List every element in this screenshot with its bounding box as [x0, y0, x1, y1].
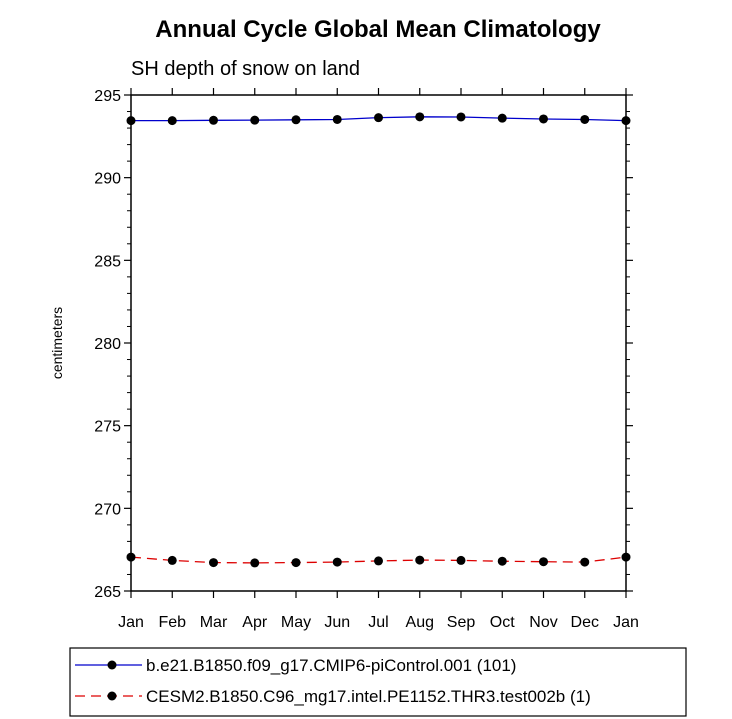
x-tick-label: Jan — [118, 614, 144, 631]
legend-marker-2 — [107, 691, 117, 701]
y-tick-label: 270 — [94, 501, 121, 518]
data-point-series-2 — [456, 555, 466, 565]
data-point-series-1 — [497, 113, 507, 123]
data-point-series-2 — [126, 552, 136, 562]
x-tick-label: Mar — [200, 614, 228, 631]
x-tick-label: Nov — [529, 614, 557, 631]
legend-label-2: CESM2.B1850.C96_mg17.intel.PE1152.THR3.t… — [146, 687, 591, 706]
data-point-series-1 — [374, 113, 383, 123]
data-point-series-2 — [332, 557, 342, 567]
data-point-series-2 — [167, 555, 177, 565]
plot-area: 265 270 275 280 285 290 295 Jan Feb Mar Apr May Jun J… — [94, 88, 639, 631]
chart-title: Annual Cycle Global Mean Climatology — [155, 16, 601, 43]
x-tick-label: Aug — [406, 614, 434, 631]
legend-label-1: b.e21.B1850.f09_g17.CMIP6-piControl.001 … — [146, 656, 516, 675]
legend: b.e21.B1850.f09_g17.CMIP6-piControl.001 … — [69, 647, 687, 717]
plot-frame — [130, 94, 627, 592]
y-tick-label: 295 — [94, 88, 121, 105]
x-tick-label: May — [281, 614, 311, 631]
y-tick-label: 290 — [94, 171, 121, 188]
data-point-series-2 — [621, 552, 631, 562]
data-point-series-1 — [332, 114, 342, 124]
data-point-series-1 — [580, 114, 590, 124]
x-tick-label: Apr — [242, 614, 268, 631]
y-tick-label: 280 — [94, 336, 121, 353]
x-tick-label: Dec — [571, 614, 599, 631]
data-point-series-1 — [456, 112, 466, 122]
x-tick-label: Jan — [613, 614, 639, 631]
y-tick-label: 275 — [94, 419, 121, 436]
x-tick-label: Oct — [490, 614, 515, 631]
data-point-series-1 — [415, 112, 425, 122]
data-point-series-2 — [497, 556, 507, 566]
data-point-series-1 — [250, 115, 260, 125]
data-point-series-1 — [621, 116, 631, 126]
y-tick-label: 285 — [94, 253, 121, 270]
legend-marker-1 — [107, 660, 117, 670]
y-tick-label: 265 — [94, 584, 121, 601]
data-point-series-2 — [291, 558, 301, 568]
data-point-series-1 — [539, 114, 548, 124]
data-point-series-1 — [291, 115, 301, 125]
data-point-series-2 — [415, 555, 425, 565]
x-tick-label: Jun — [324, 614, 350, 631]
data-point-series-1 — [126, 116, 136, 126]
y-axis-label: centimeters — [49, 307, 65, 379]
data-point-series-2 — [580, 557, 590, 567]
data-point-series-1 — [209, 115, 218, 125]
data-point-series-2 — [209, 558, 218, 568]
chart-subtitle: SH depth of snow on land — [131, 58, 360, 80]
data-point-series-2 — [539, 557, 548, 567]
data-point-series-2 — [250, 558, 260, 568]
data-point-series-2 — [374, 556, 383, 566]
x-tick-label: Jul — [368, 614, 388, 631]
x-tick-label: Feb — [158, 614, 186, 631]
legend-frame — [69, 647, 687, 717]
x-tick-label: Sep — [447, 614, 476, 631]
data-point-series-1 — [167, 116, 177, 126]
